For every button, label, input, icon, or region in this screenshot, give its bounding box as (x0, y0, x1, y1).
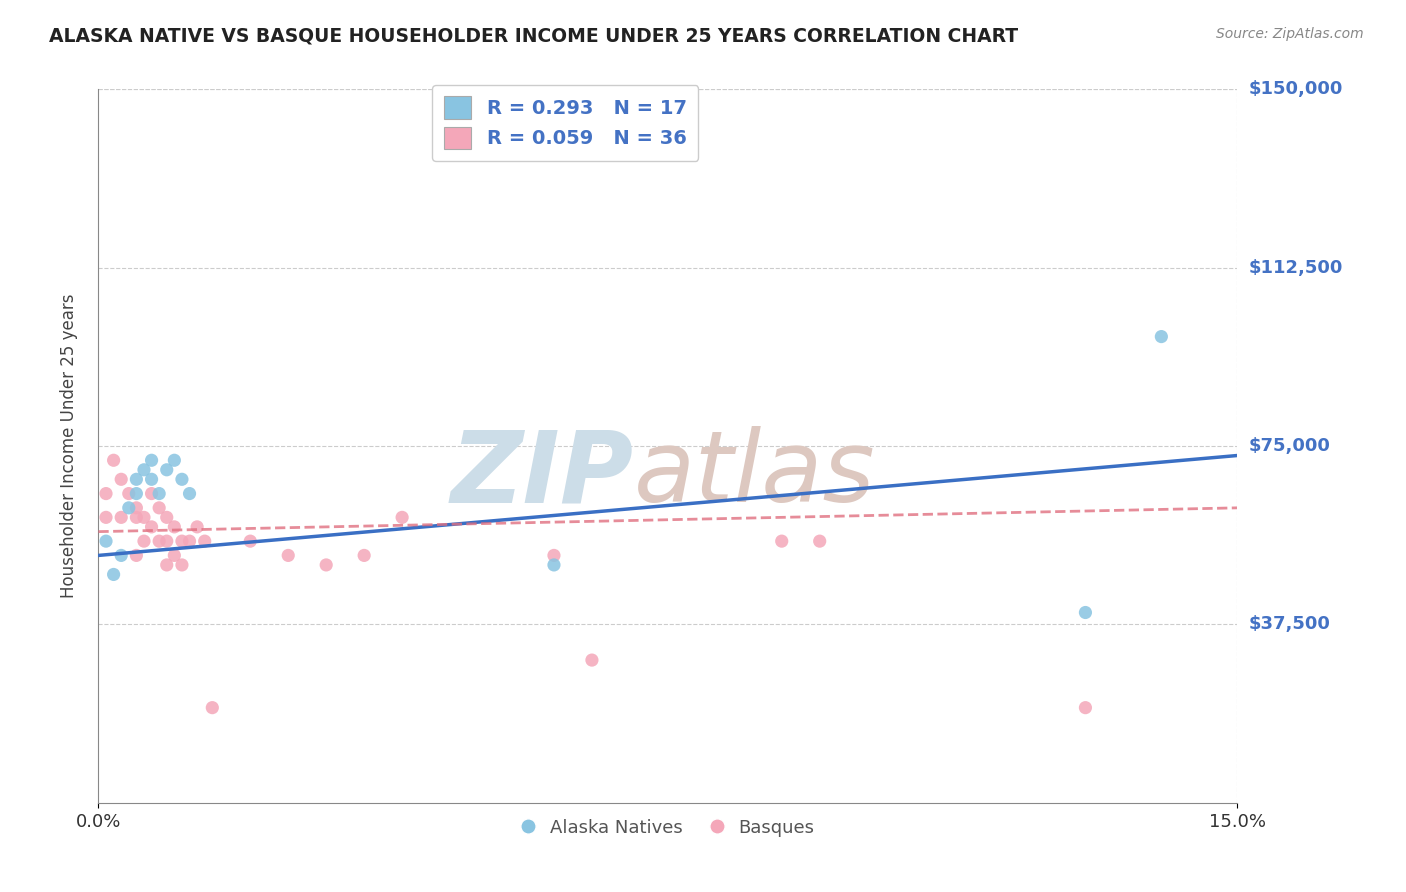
Legend: Alaska Natives, Basques: Alaska Natives, Basques (513, 812, 823, 844)
Y-axis label: Householder Income Under 25 years: Householder Income Under 25 years (59, 293, 77, 599)
Text: atlas: atlas (634, 426, 876, 523)
Point (132, 510, 155, 524)
Point (277, 549, 299, 563)
Point (156, 558, 179, 572)
Point (141, 453, 163, 467)
Text: $37,500: $37,500 (1249, 615, 1330, 633)
Point (201, 700, 224, 714)
Point (141, 486, 163, 500)
Point (156, 534, 179, 549)
Point (163, 520, 186, 534)
Point (1150, 329, 1173, 343)
Point (170, 558, 193, 572)
Point (125, 549, 148, 563)
Text: $150,000: $150,000 (1249, 80, 1343, 98)
Point (179, 534, 201, 549)
Point (170, 534, 193, 549)
Point (110, 472, 132, 486)
Point (315, 558, 337, 572)
Text: $75,000: $75,000 (1249, 437, 1330, 455)
Point (94, 486, 117, 500)
Point (118, 500, 141, 515)
Point (170, 472, 193, 486)
Point (391, 510, 413, 524)
Text: $112,500: $112,500 (1249, 259, 1343, 277)
Point (543, 549, 565, 563)
Point (148, 486, 170, 500)
Point (141, 472, 163, 486)
Point (125, 500, 148, 515)
Point (163, 549, 186, 563)
Point (808, 534, 831, 549)
Point (194, 534, 217, 549)
Text: Source: ZipAtlas.com: Source: ZipAtlas.com (1216, 27, 1364, 41)
Text: ALASKA NATIVE VS BASQUE HOUSEHOLDER INCOME UNDER 25 YEARS CORRELATION CHART: ALASKA NATIVE VS BASQUE HOUSEHOLDER INCO… (49, 27, 1018, 45)
Point (110, 549, 132, 563)
Point (148, 534, 170, 549)
Point (94, 510, 117, 524)
Point (118, 486, 141, 500)
Point (353, 549, 375, 563)
Point (156, 510, 179, 524)
Text: ZIP: ZIP (451, 426, 634, 523)
Point (132, 534, 155, 549)
Point (543, 558, 565, 572)
Point (125, 510, 148, 524)
Point (132, 463, 155, 477)
Point (103, 453, 125, 467)
Point (163, 453, 186, 467)
Point (186, 520, 208, 534)
Point (94, 534, 117, 549)
Point (1074, 700, 1097, 714)
Point (770, 534, 793, 549)
Point (103, 567, 125, 582)
Point (110, 510, 132, 524)
Point (125, 486, 148, 500)
Point (239, 534, 262, 549)
Point (156, 463, 179, 477)
Point (581, 653, 603, 667)
Point (148, 500, 170, 515)
Point (141, 520, 163, 534)
Point (125, 472, 148, 486)
Point (1074, 606, 1097, 620)
Point (179, 486, 201, 500)
